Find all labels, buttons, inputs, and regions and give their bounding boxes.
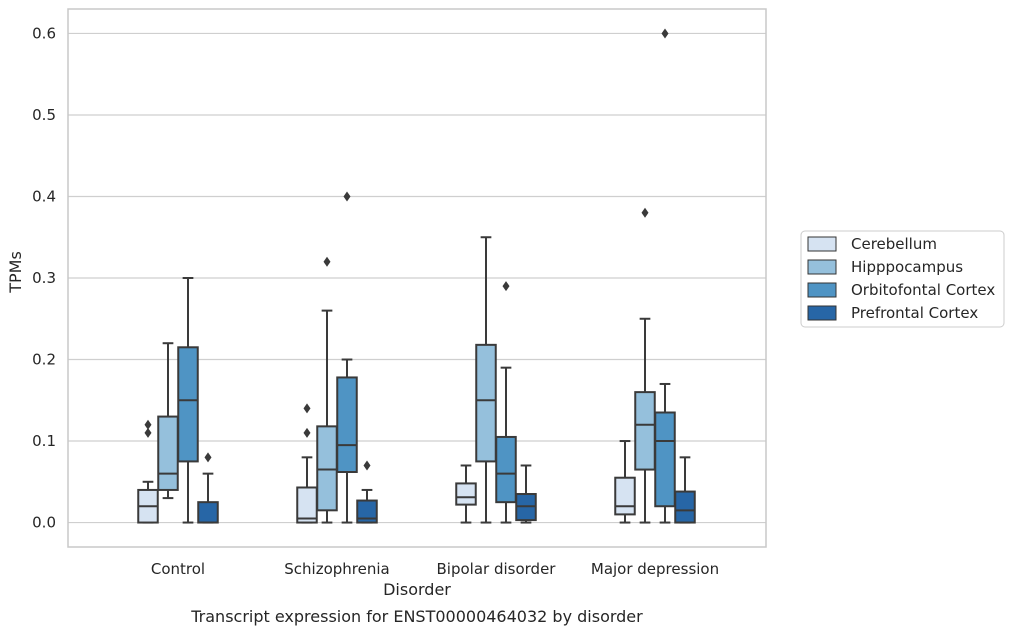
outlier-point (363, 460, 371, 471)
x-tick-label: Control (151, 560, 205, 578)
box (197, 452, 219, 524)
y-tick-label: 0.2 (32, 351, 56, 369)
outlier-point (144, 419, 152, 430)
x-tick-label: Bipolar disorder (437, 560, 557, 578)
outlier-point (641, 207, 649, 218)
box-body (177, 346, 199, 463)
box-body (316, 425, 338, 512)
box-series (137, 28, 696, 524)
series-orbitofontal-cortex (177, 28, 676, 524)
y-axis-ticks: 0.0 0.1 0.2 0.3 0.4 0.5 0.6 (32, 24, 56, 531)
legend-frame (800, 230, 1005, 328)
box-body (634, 391, 656, 471)
box-body (336, 376, 358, 474)
box (336, 191, 358, 524)
series-cerebellum (137, 403, 636, 524)
box (455, 464, 477, 524)
box (296, 403, 318, 524)
box-body (356, 499, 378, 524)
y-tick-label: 0.6 (32, 24, 56, 42)
y-tick-label: 0.5 (32, 106, 56, 124)
outlier-point (303, 403, 311, 414)
box (515, 464, 537, 524)
chart-caption: Transcript expression for ENST0000046403… (190, 607, 643, 626)
legend-label: Prefrontal Cortex (851, 304, 978, 322)
box-body (475, 343, 497, 463)
legend-label: Hipppocampus (851, 258, 963, 276)
box-body (674, 490, 696, 524)
box (495, 281, 517, 524)
legend-swatch (807, 236, 837, 252)
box (654, 28, 676, 524)
x-axis-title: Disorder (383, 580, 451, 599)
outlier-point (502, 281, 510, 292)
box-body (197, 501, 219, 524)
box (137, 419, 159, 524)
y-tick-label: 0.0 (32, 514, 56, 532)
outlier-point (343, 191, 351, 202)
box (356, 460, 378, 524)
outlier-point (661, 28, 669, 39)
series-hipppocampus (157, 207, 656, 524)
x-axis-ticks: Control Schizophrenia Bipolar disorder Majo… (151, 560, 719, 578)
outlier-point (323, 256, 331, 267)
legend-label: Orbitofontal Cortex (851, 281, 995, 299)
box (614, 440, 636, 524)
box-body (614, 476, 636, 516)
legend-label: Cerebellum (851, 235, 937, 253)
legend-swatch (807, 259, 837, 275)
y-tick-label: 0.4 (32, 187, 56, 205)
box-body (455, 482, 477, 506)
plot-frame (67, 8, 767, 548)
box (475, 236, 497, 524)
box (634, 207, 656, 524)
outlier-point (303, 427, 311, 438)
box-body (157, 415, 179, 491)
outlier-point (144, 427, 152, 438)
box-body (654, 411, 676, 508)
box-body (495, 435, 517, 504)
box (674, 456, 696, 524)
outlier-point (204, 452, 212, 463)
box (157, 342, 179, 500)
y-axis-title: TPMs (6, 251, 25, 294)
box-body (296, 486, 318, 524)
legend-swatch (807, 282, 837, 298)
legend-swatch (807, 305, 837, 321)
y-tick-label: 0.3 (32, 269, 56, 287)
box (177, 277, 199, 524)
x-tick-label: Major depression (591, 560, 719, 578)
y-tick-label: 0.1 (32, 432, 56, 450)
x-tick-label: Schizophrenia (284, 560, 389, 578)
legend: Cerebellum Hipppocampus Orbitofontal Corte… (800, 230, 1005, 328)
series-prefrontal-cortex (197, 452, 696, 524)
box (316, 256, 338, 524)
